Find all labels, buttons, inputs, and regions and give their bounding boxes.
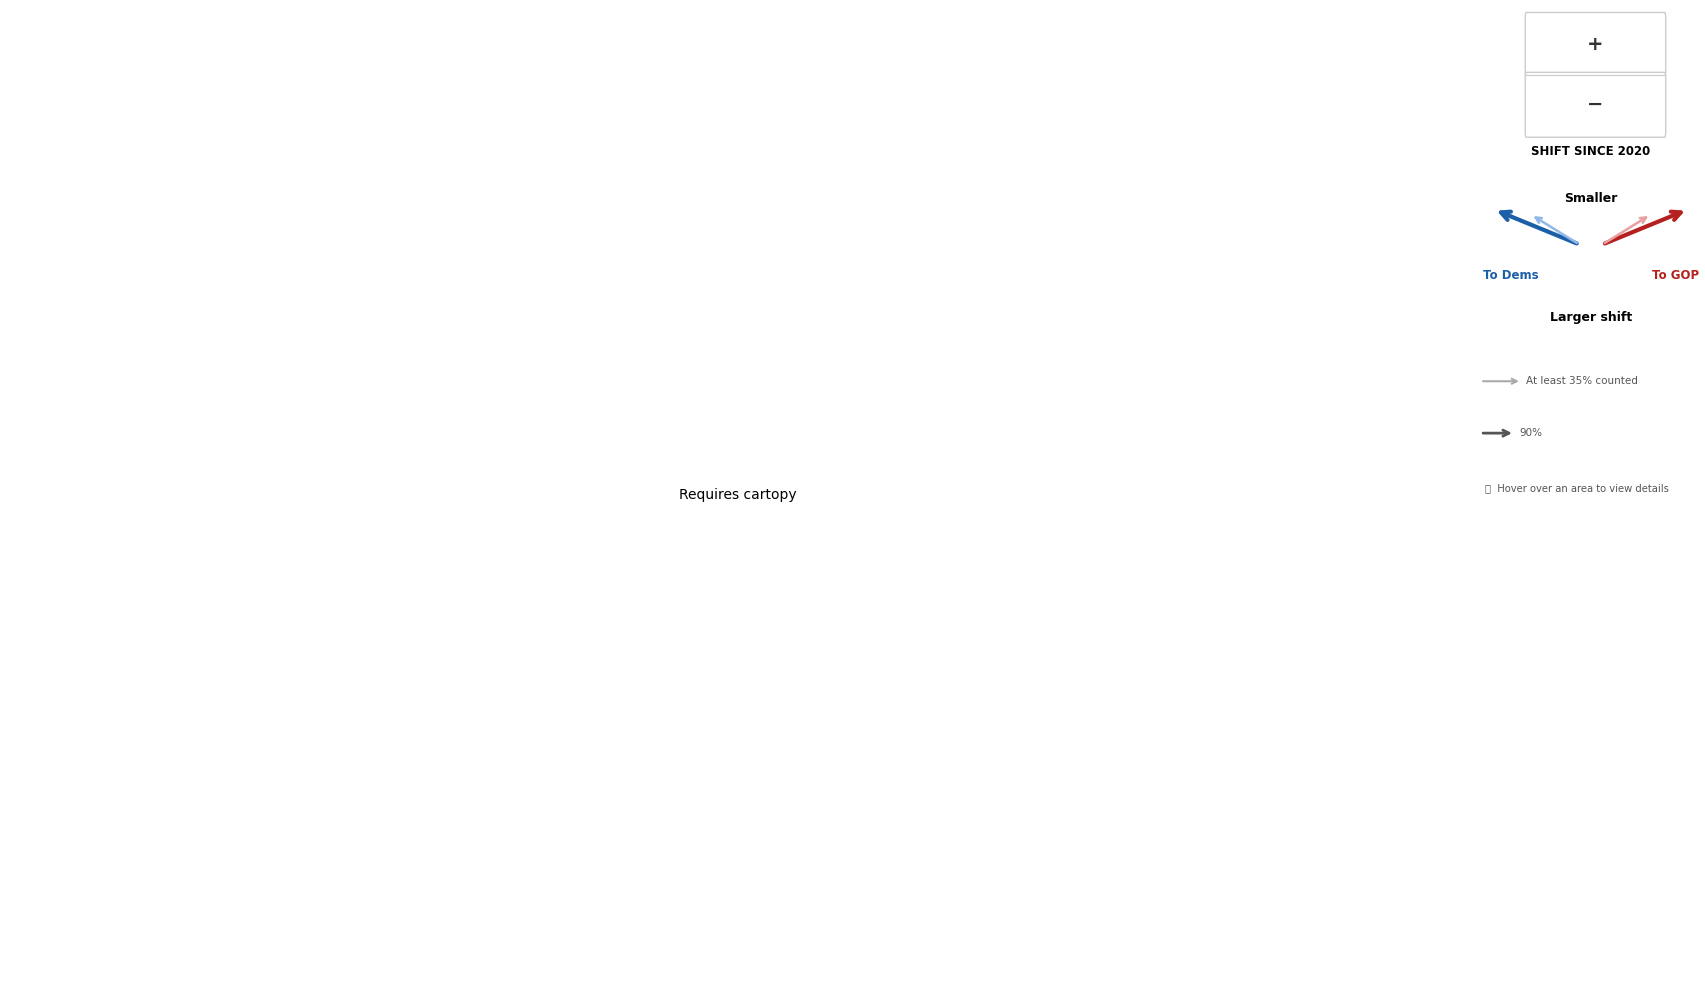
FancyBboxPatch shape: [1524, 73, 1664, 137]
Text: Smaller: Smaller: [1563, 192, 1616, 205]
FancyBboxPatch shape: [1524, 12, 1664, 78]
Text: To GOP: To GOP: [1650, 269, 1698, 282]
Text: Requires cartopy: Requires cartopy: [679, 488, 796, 502]
Text: −: −: [1586, 95, 1603, 115]
Text: At least 35% counted: At least 35% counted: [1526, 376, 1637, 386]
Text: 🖱  Hover over an area to view details: 🖱 Hover over an area to view details: [1483, 483, 1667, 493]
Text: To Dems: To Dems: [1482, 269, 1538, 282]
Text: 90%: 90%: [1519, 428, 1541, 438]
Text: +: +: [1586, 35, 1603, 55]
Text: SHIFT SINCE 2020: SHIFT SINCE 2020: [1531, 145, 1649, 158]
Text: Larger shift: Larger shift: [1548, 311, 1632, 324]
